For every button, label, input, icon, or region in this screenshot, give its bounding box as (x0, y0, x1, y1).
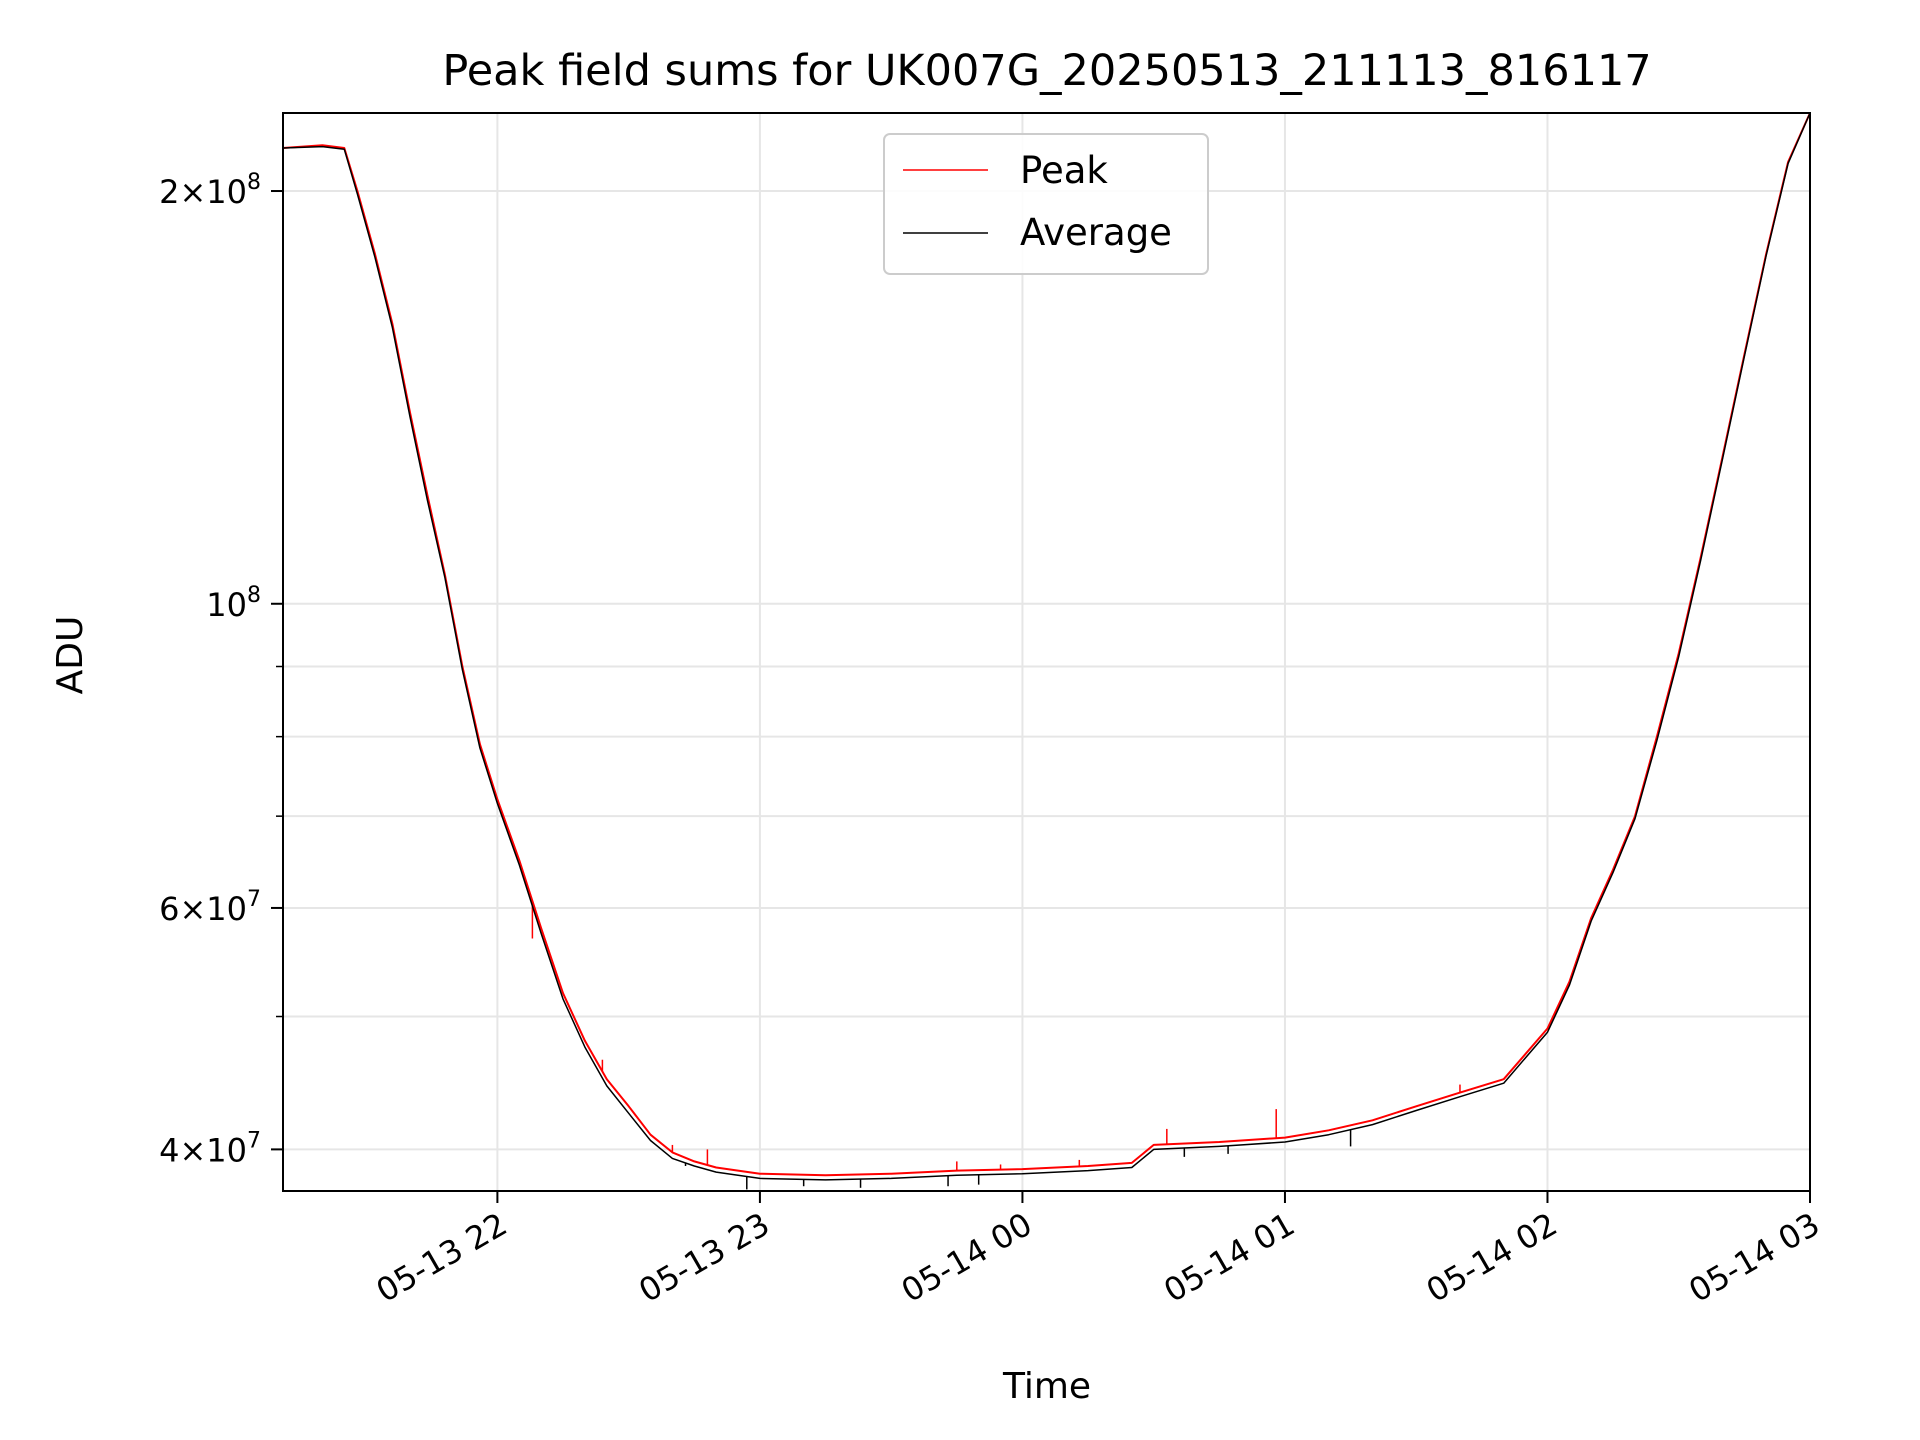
chart-title: Peak field sums for UK007G_20250513_2111… (442, 46, 1651, 96)
legend-label-peak: Peak (1020, 149, 1108, 192)
legend-label-average: Average (1020, 211, 1172, 254)
y-axis-label: ADU (50, 616, 91, 695)
y-tick-label: 6×107 (159, 887, 261, 928)
plot-frame (282, 112, 1811, 1192)
legend-box (883, 133, 1209, 275)
series-line-average (282, 112, 1811, 1181)
plot-lines (282, 112, 1811, 1190)
y-tick-label: 4×107 (159, 1128, 261, 1169)
legend: Peak Average (883, 133, 1209, 275)
x-axis-label: Time (1002, 1366, 1091, 1407)
y-tick-label: 2×108 (159, 170, 261, 211)
